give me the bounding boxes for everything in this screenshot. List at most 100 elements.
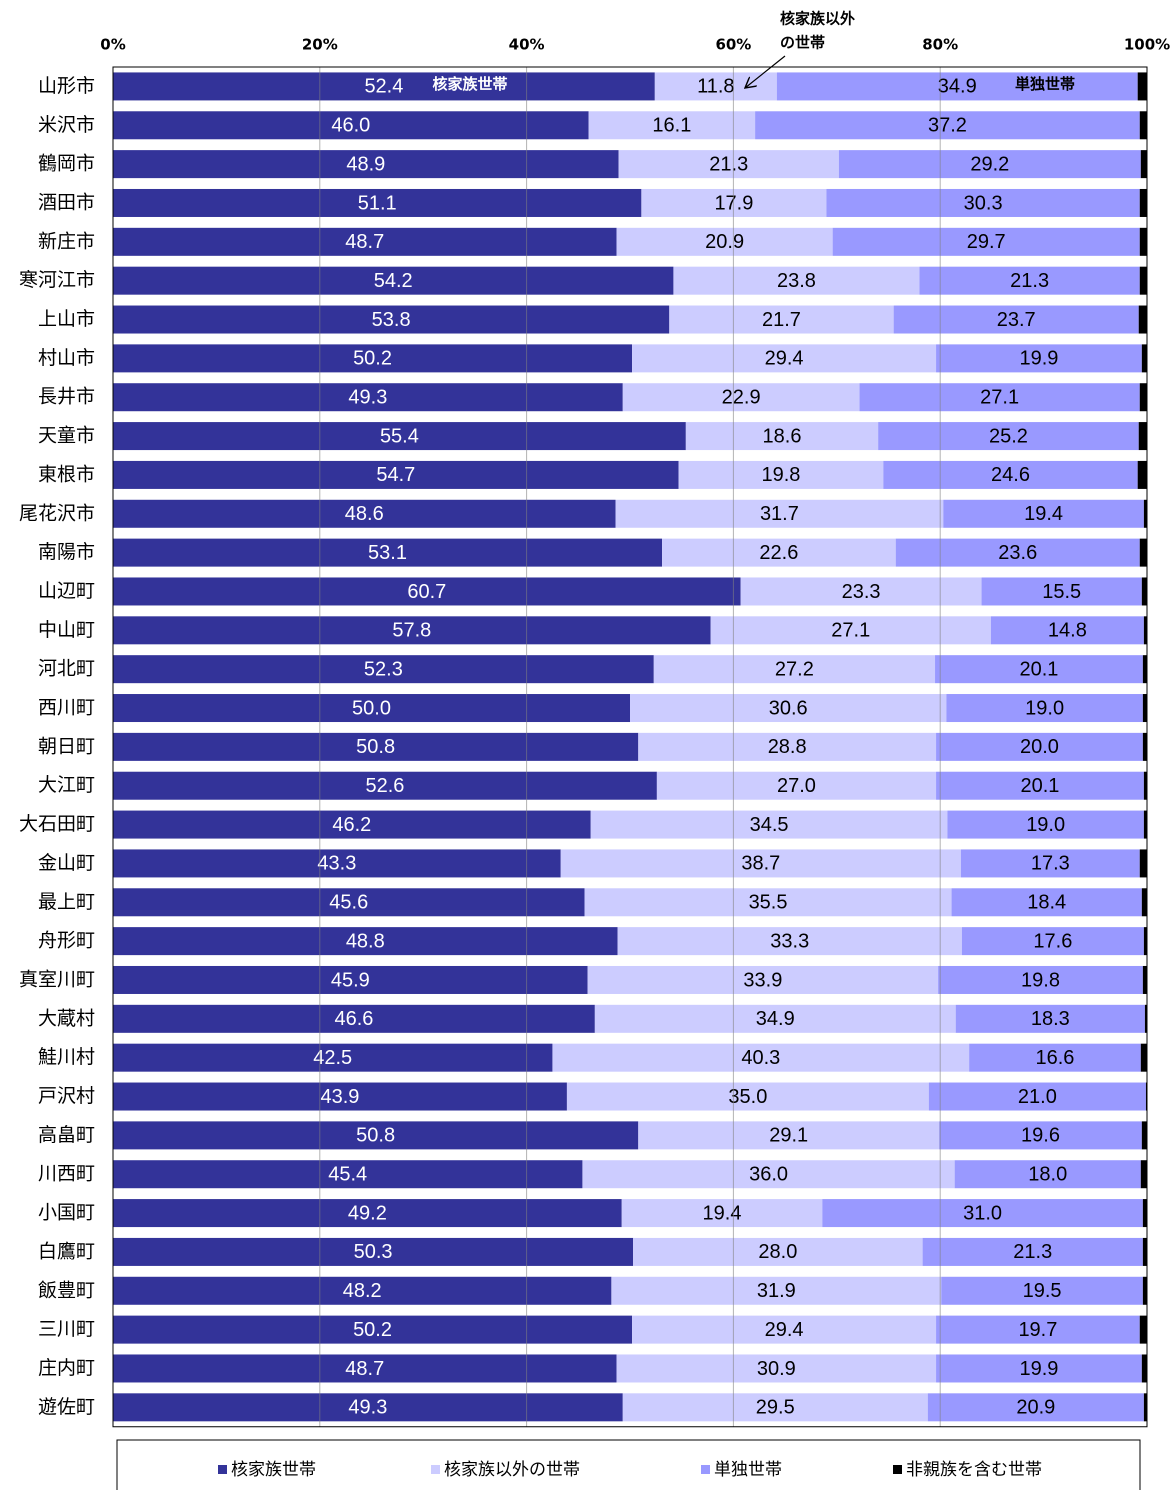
value-label: 46.6	[334, 1008, 373, 1030]
value-label: 36.0	[749, 1164, 788, 1186]
bar-segment	[615, 499, 944, 528]
value-label: 51.1	[358, 192, 397, 214]
value-label: 28.8	[768, 736, 807, 758]
bar-segment	[588, 111, 756, 140]
legend-swatch	[218, 1465, 227, 1474]
bar-segment	[590, 810, 948, 839]
bar-segment	[113, 1082, 567, 1111]
bar-segment	[113, 888, 585, 917]
value-label: 17.9	[714, 192, 753, 214]
bar-segment	[1141, 888, 1147, 917]
value-label: 30.3	[964, 192, 1003, 214]
bar-segment	[710, 616, 991, 645]
y-tick-label: 米沢市	[38, 114, 95, 136]
value-label: 48.6	[345, 503, 384, 525]
value-label: 18.4	[1027, 892, 1066, 914]
legend-label: 非親族を含む世帯	[906, 1460, 1042, 1480]
value-label: 38.7	[741, 853, 780, 875]
bar-segment	[1143, 616, 1147, 645]
bar-segment	[622, 1393, 928, 1422]
value-label: 21.7	[762, 309, 801, 331]
bar-segment	[935, 655, 1143, 684]
bar-segment	[1143, 1393, 1147, 1422]
bar-segment	[960, 849, 1140, 878]
y-tick-label: 最上町	[38, 891, 95, 913]
bar-segment	[113, 1276, 612, 1305]
y-tick-label: 尾花沢市	[19, 502, 95, 524]
y-tick-label: 東根市	[38, 463, 95, 485]
bar-segment	[838, 150, 1141, 179]
bar-segment	[1137, 72, 1147, 101]
value-label: 48.7	[345, 1358, 384, 1380]
annotation: 単独世帯	[1015, 75, 1075, 93]
value-label: 19.7	[1018, 1319, 1057, 1341]
x-tick-label: 80%	[922, 36, 958, 54]
value-label: 42.5	[313, 1047, 352, 1069]
value-label: 22.9	[722, 387, 761, 409]
value-label: 55.4	[380, 425, 419, 447]
bar-segment	[1142, 694, 1147, 723]
bar-segment	[1139, 1315, 1147, 1344]
value-label: 28.0	[758, 1241, 797, 1263]
bar-segment	[740, 577, 982, 606]
bar-segment	[113, 1043, 553, 1072]
value-label: 50.2	[353, 348, 392, 370]
bar-segment	[936, 771, 1144, 800]
bar-segment	[1144, 1004, 1147, 1033]
bar-segment	[113, 227, 617, 256]
value-label: 52.4	[364, 76, 403, 98]
bar-segment	[113, 1393, 623, 1422]
bar-segment	[113, 111, 589, 140]
bar-segment	[113, 1121, 639, 1150]
legend-label: 核家族以外の世帯	[444, 1460, 580, 1480]
value-label: 54.2	[374, 270, 413, 292]
value-label: 18.6	[763, 425, 802, 447]
bar-segment	[113, 305, 670, 334]
bar-segment	[113, 422, 686, 451]
value-label: 30.6	[769, 697, 808, 719]
bar-segment	[1139, 111, 1147, 140]
bar-segment	[927, 1393, 1144, 1422]
legend-label: 核家族世帯	[231, 1460, 316, 1480]
bar-segment	[632, 344, 937, 373]
bar-segment	[951, 888, 1142, 917]
bar-segment	[113, 771, 657, 800]
bar-segment	[113, 732, 639, 761]
value-label: 29.5	[756, 1397, 795, 1419]
bar-segment	[922, 1237, 1143, 1266]
bar-segment	[113, 266, 674, 295]
value-label: 35.5	[749, 892, 788, 914]
y-tick-label: 白鷹町	[38, 1240, 95, 1262]
y-tick-label: 新庄市	[38, 230, 95, 252]
value-label: 17.6	[1033, 930, 1072, 952]
bar-segment	[594, 1004, 956, 1033]
bar-segment	[1138, 422, 1147, 451]
bar-segment	[1139, 383, 1147, 412]
bar-segment	[1143, 810, 1147, 839]
value-label: 34.9	[938, 76, 977, 98]
bar-segment	[938, 965, 1143, 994]
value-label: 27.1	[980, 387, 1019, 409]
bar-segment	[1139, 227, 1147, 256]
value-label: 21.3	[709, 153, 748, 175]
bar-segment	[1142, 965, 1147, 994]
bar-segment	[638, 1121, 940, 1150]
bar-segment	[928, 1082, 1146, 1111]
y-tick-label: 大蔵村	[38, 1007, 95, 1029]
y-tick-label: 鶴岡市	[38, 153, 95, 175]
bar-segment	[990, 616, 1144, 645]
y-tick-label: 西川町	[38, 697, 95, 719]
bar-segment	[632, 1315, 937, 1344]
legend-swatch	[431, 1465, 440, 1474]
y-tick-label: 寒河江市	[19, 269, 95, 291]
y-tick-label: 真室川町	[19, 968, 95, 990]
value-label: 52.3	[364, 658, 403, 680]
bar-segment	[633, 1237, 923, 1266]
value-label: 19.0	[1026, 814, 1065, 836]
bar-segment	[936, 344, 1142, 373]
y-tick-label: 大江町	[38, 774, 95, 796]
bar-segment	[1143, 499, 1147, 528]
bar-segment	[936, 1315, 1140, 1344]
bar-segment	[943, 499, 1144, 528]
bar-segment	[1143, 927, 1147, 956]
